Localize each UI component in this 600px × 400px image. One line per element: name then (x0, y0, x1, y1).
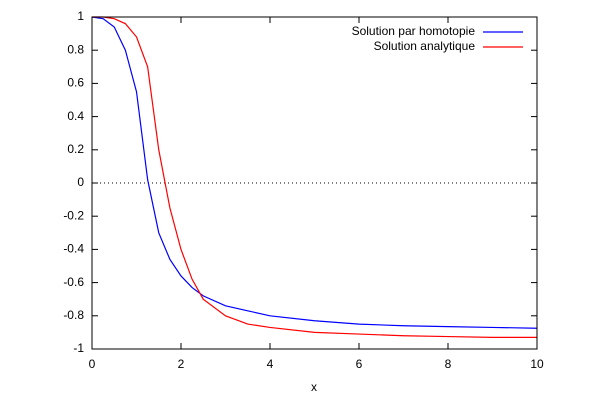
y-tick-label: 0.4 (67, 109, 84, 123)
y-tick-label: -0.8 (63, 308, 84, 322)
y-tick-label: 0.2 (67, 142, 84, 156)
y-tick-label: 1 (77, 9, 84, 23)
plot-frame (91, 16, 538, 350)
y-tick-label: -0.6 (63, 275, 84, 289)
y-tick-label: -0.4 (63, 242, 84, 256)
y-tick-label: -0.2 (63, 208, 84, 222)
x-tick-label: 8 (445, 357, 452, 371)
x-tick-label: 0 (89, 357, 96, 371)
x-tick-label: 2 (178, 357, 185, 371)
legend-label: Solution par homotopie (352, 24, 476, 38)
series-line (92, 16, 537, 338)
series-line (91, 16, 538, 329)
y-tick-label: 0.6 (67, 76, 84, 90)
x-tick-label: 10 (530, 357, 544, 371)
legend-label: Solution analytique (374, 39, 476, 53)
x-tick-label: 6 (356, 357, 363, 371)
y-tick-label: 0.8 (67, 42, 84, 56)
y-tick-label: 0 (77, 175, 84, 189)
y-tick-label: -1 (73, 341, 84, 355)
x-axis-label: x (311, 380, 317, 394)
x-tick-label: 4 (267, 357, 274, 371)
